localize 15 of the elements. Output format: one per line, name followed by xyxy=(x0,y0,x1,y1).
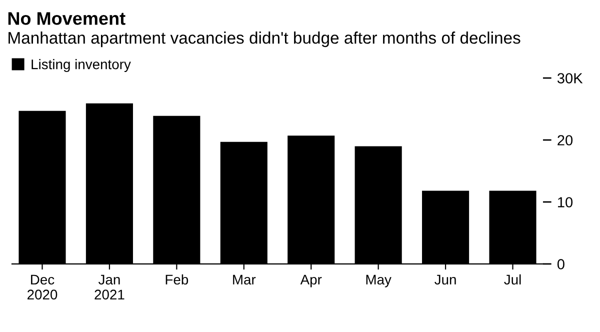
y-tick-label: 20 xyxy=(558,135,573,146)
legend-label: Listing inventory xyxy=(32,59,131,72)
x-tick-label: Jan 2021 xyxy=(94,274,124,300)
y-tick-label: 10 xyxy=(558,197,573,208)
y-tick-label: 30K xyxy=(557,73,583,84)
x-tick-label: Dec 2020 xyxy=(28,274,58,300)
chart-title: No Movement xyxy=(8,12,126,25)
x-tick-label: Jul xyxy=(504,274,521,285)
y-tick-label: 0 xyxy=(557,259,564,270)
x-tick-label: Mar xyxy=(233,274,256,285)
x-tick-label: Jun xyxy=(434,274,456,285)
x-tick-label: May xyxy=(366,274,392,288)
chart-subtitle: Manhattan apartment vacancies didn't budge after months of declines xyxy=(8,32,520,48)
x-tick-label: Feb xyxy=(166,274,188,285)
x-tick-label: Apr xyxy=(300,274,322,288)
